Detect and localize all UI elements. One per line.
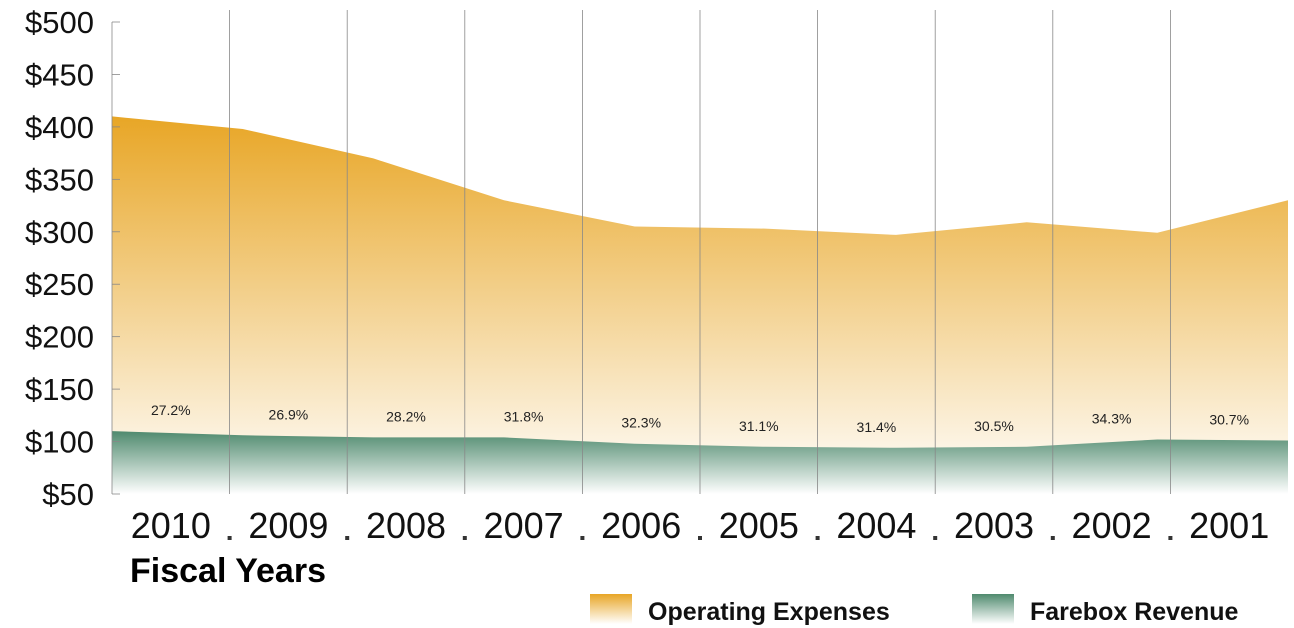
legend-swatch xyxy=(590,594,632,624)
x-tick-label: 2006 xyxy=(601,505,681,546)
ratio-label: 31.4% xyxy=(857,419,897,435)
x-axis-title: Fiscal Years xyxy=(130,552,326,590)
separator-dot xyxy=(815,536,820,540)
x-tick-label: 2009 xyxy=(248,505,328,546)
y-tick-label: $250 xyxy=(25,267,94,302)
x-tick-label: 2002 xyxy=(1072,505,1152,546)
legend-label: Operating Expenses xyxy=(648,598,890,626)
y-tick-label: $150 xyxy=(25,372,94,407)
x-tick-label: 2010 xyxy=(131,505,211,546)
ratio-label: 27.2% xyxy=(151,402,191,418)
ratio-label: 34.3% xyxy=(1092,410,1132,426)
x-tick-label: 2003 xyxy=(954,505,1034,546)
separator-dot xyxy=(1168,536,1173,540)
separator-dot xyxy=(227,536,232,540)
y-tick-label: $400 xyxy=(25,110,94,145)
x-tick-label: 2004 xyxy=(836,505,916,546)
y-tick-label: $450 xyxy=(25,57,94,92)
x-tick-label: 2001 xyxy=(1189,505,1269,546)
y-tick-label: $500 xyxy=(25,5,94,40)
y-tick-label: $350 xyxy=(25,162,94,197)
y-tick-label: $300 xyxy=(25,215,94,250)
legend-label: Farebox Revenue xyxy=(1030,598,1239,626)
separator-dot xyxy=(933,536,938,540)
separator-dot xyxy=(580,536,585,540)
ratio-label: 31.1% xyxy=(739,418,779,434)
separator-dot xyxy=(1050,536,1055,540)
separator-dot xyxy=(462,536,467,540)
x-tick-label: 2008 xyxy=(366,505,446,546)
y-tick-label: $50 xyxy=(42,477,94,512)
legend-swatch xyxy=(972,594,1014,624)
ratio-label: 30.7% xyxy=(1209,412,1249,428)
ratio-label: 31.8% xyxy=(504,408,544,424)
ratio-label: 30.5% xyxy=(974,418,1014,434)
ratio-label: 28.2% xyxy=(386,408,426,424)
y-tick-label: $100 xyxy=(25,425,94,460)
ratio-label: 32.3% xyxy=(621,415,661,431)
y-tick-label: $200 xyxy=(25,320,94,355)
ratio-label: 26.9% xyxy=(269,406,309,422)
separator-dot xyxy=(345,536,350,540)
separator-dot xyxy=(698,536,702,540)
x-tick-label: 2005 xyxy=(719,505,799,546)
x-tick-label: 2007 xyxy=(484,505,564,546)
